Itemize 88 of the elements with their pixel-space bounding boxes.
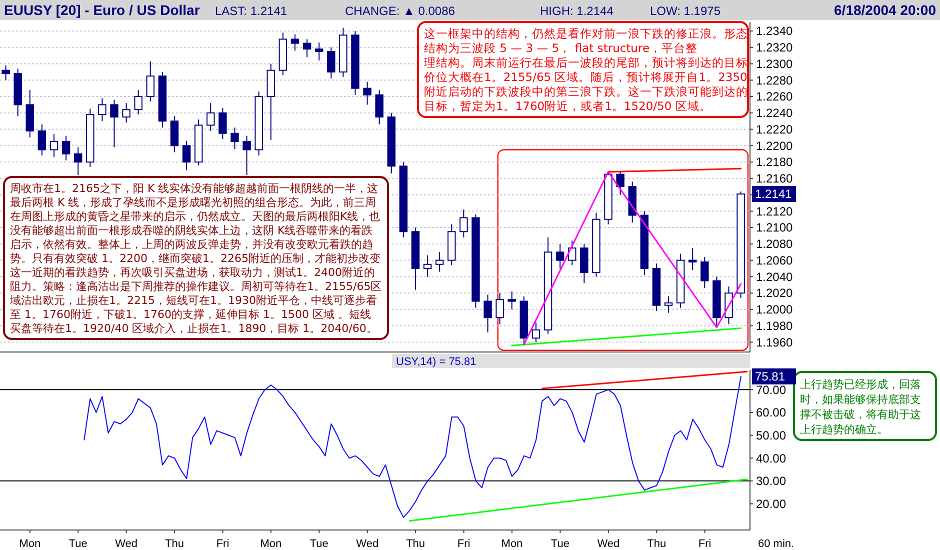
y-tick-label: 1.2060 — [756, 253, 794, 268]
candlestick — [616, 171, 624, 196]
chart-title: EUUSY [20] - Euro / US Dollar — [4, 2, 200, 18]
y-tick-label: 1.2340 — [756, 24, 794, 38]
candlestick — [206, 102, 215, 132]
x-tick-label: Mon — [19, 538, 41, 550]
candlestick — [375, 89, 384, 125]
candlestick — [38, 124, 46, 156]
candlestick — [556, 243, 564, 269]
y-tick-label: 40.00 — [756, 451, 786, 466]
text: 上行趋势已经形成，回落时，如果能够保持底部支撑不被击破，将有助于这上行趋势的确立。 — [800, 378, 921, 436]
candlestick — [435, 252, 444, 272]
candlestick — [146, 60, 155, 102]
y-tick-label: 70.00 — [756, 382, 786, 397]
text: 75.81 — [755, 370, 786, 384]
candlestick — [50, 134, 58, 158]
text: 6/18/2004 20:00 — [834, 2, 936, 18]
x-tick-label: Thu — [406, 538, 426, 550]
x-tick-label: Wed — [356, 538, 379, 550]
candlestick — [532, 322, 540, 343]
y-tick-label: 50.00 — [756, 428, 786, 442]
x-tick-label: Thu — [647, 538, 666, 550]
x-tick-label: Fri — [216, 538, 230, 550]
y-tick-label: 1.2100 — [756, 220, 794, 235]
line-series — [523, 171, 742, 346]
y-tick-label: 1.2020 — [756, 286, 794, 300]
x-axis-title: 60 min. — [758, 538, 794, 550]
candlestick — [484, 294, 492, 333]
text: LOW: 1.1975 — [650, 4, 721, 18]
y-tick-label: 1.1980 — [756, 318, 794, 333]
y-tick-label: 1.2300 — [756, 56, 794, 71]
y-tick-label: 20.00 — [756, 496, 786, 511]
candlestick — [700, 256, 709, 289]
y-tick-label: 1.2040 — [756, 270, 794, 284]
y-tick-label: 1.2220 — [756, 122, 794, 136]
y-tick-label: 1.2240 — [756, 106, 794, 120]
candlestick — [363, 81, 372, 106]
x-tick-label: Tue — [68, 538, 88, 550]
candlestick — [230, 127, 239, 150]
y-tick-label: 1.2180 — [756, 155, 794, 170]
text: CHANGE: ▲ 0.0086 — [345, 4, 456, 18]
candlestick — [62, 135, 70, 161]
candlestick — [2, 64, 10, 81]
y-tick-label: 1.2260 — [756, 90, 794, 104]
x-tick-label: Mon — [260, 538, 282, 550]
candlestick — [134, 89, 142, 116]
candlestick — [496, 292, 504, 325]
x-tick-label: Thu — [165, 538, 184, 550]
line-series — [84, 376, 742, 518]
candlestick — [664, 296, 673, 314]
y-tick-label: 1.2160 — [756, 172, 794, 186]
text: USY,14) = 75.81 — [396, 356, 476, 368]
candlestick — [218, 107, 227, 140]
candlestick — [110, 99, 118, 148]
y-tick-label: 30.00 — [756, 474, 786, 488]
x-tick-label: Fri — [698, 538, 712, 550]
y-tick-label: 1.2200 — [756, 138, 794, 153]
candlestick — [98, 98, 106, 122]
text: 周收市在1。2165之下，阳 K 线实体没有能够超越前面一根阴线的一半，这最后两根 K 线，形成了孕线而不是形成曙光初照的组合形态。为此，前三周在周图上形成的黄昏之星带来的启示，仍然成立。天图的最后两根阳K线，也没有能够超出前面一根形成吞噬的阴线实体上边，这阴 K线吞噬带来的看跌启示，依然有效。整体上，上周的两波反弹走势，并没有改变欧元看跌的趋势。只有有效突破 1。2200，继而突破1。2265附近的压制，才能初步改变这一近期的看跌趋势，再次吸引买盘进场，获取动力，测试1。2400附近的阻力。策略：逢高沽出是下周推荐的操作建议。周初可等待在1。2155/65区域沽出欧元，止损在1。2215，短线可在1。1930附近平仓，中线可逐步看至 1。1760附近，下破1。1760的支撑，延伸目标 1。1500 区域 。短线买盘等待在1。1920/40 区域介入，止损在1。1890，目标 1。2040/60。 — [10, 182, 382, 336]
candlestick — [182, 140, 191, 171]
y-tick-label: 60.00 — [756, 406, 786, 420]
candlestick — [460, 209, 468, 238]
x-tick-label: Mon — [501, 538, 523, 550]
candlestick — [314, 42, 324, 61]
annotation: 这一框架中的结构，仍然是看作对前一浪下跌的修正浪。形态结构为三波段 5 — 3 — 5， flat structure，平台整理结构。周末前运行在最后一波段的尾部，预计将到达的目标价位大概在1。2155/65 区域。随后，预计将展开自1。2350 附近启动的下跌波段中的第三浪下跌。这一下跌浪可能到达的目标，暂定为1。1760附近，或者1。1520/50 区域。 — [423, 26, 748, 114]
candlestick — [122, 102, 130, 124]
y-tick-label: 1.2320 — [756, 40, 794, 55]
annotation: 1.2141 — [755, 187, 792, 202]
candlestick — [508, 290, 516, 310]
candlestick — [327, 46, 336, 79]
candlestick — [242, 135, 251, 176]
candlestick — [302, 38, 312, 58]
y-tick-label: 1.2080 — [756, 237, 794, 252]
y-tick-label: 1.2000 — [756, 302, 794, 317]
candlestick — [423, 254, 432, 278]
y-tick-label: 1.1960 — [756, 335, 794, 350]
candlestick — [74, 146, 82, 176]
y-tick-label: 1.2280 — [756, 73, 794, 88]
x-tick-label: Tue — [310, 538, 328, 550]
candlestick — [688, 248, 697, 271]
text: LAST: 1.2141 — [215, 4, 288, 18]
x-tick-label: Fri — [457, 538, 470, 550]
text: HIGH: 1.2144 — [540, 4, 614, 18]
x-tick-label: Tue — [550, 538, 570, 550]
x-tick-label: Wed — [597, 538, 620, 550]
y-tick-label: 1.2120 — [756, 204, 794, 218]
x-tick-label: Wed — [115, 538, 138, 550]
candlestick — [290, 34, 300, 52]
